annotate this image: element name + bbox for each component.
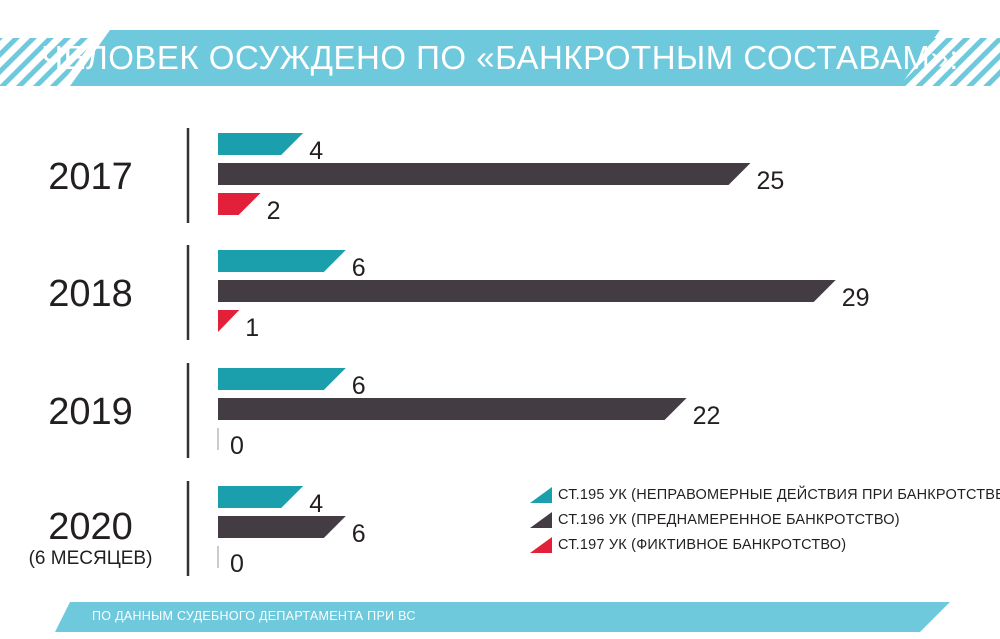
source-banner <box>55 602 950 632</box>
data-label: 22 <box>693 402 721 430</box>
legend-label-art197: СТ.197 УК (ФИКТИВНОЕ БАНКРОТСТВО) <box>558 536 847 553</box>
bar <box>218 193 261 215</box>
legend-swatch-icon <box>530 486 552 503</box>
year-label: 2017 <box>48 156 133 198</box>
legend-swatch-icon <box>530 536 552 553</box>
source-note: ПО ДАННЫМ СУДЕБНОГО ДЕПАРТАМЕНТА ПРИ ВС <box>92 609 416 623</box>
year-label: 2018 <box>48 273 133 315</box>
year-note: (6 МЕСЯЦЕВ) <box>28 548 153 569</box>
legend-label-art196: СТ.196 УК (ПРЕДНАМЕРЕННОЕ БАНКРОТСТВО) <box>558 511 900 528</box>
chart-title: ЧЕЛОВЕК ОСУЖДЕНО ПО «БАНКРОТНЫМ СОСТАВАМ… <box>41 39 959 76</box>
legend-item-art196: СТ.196 УК (ПРЕДНАМЕРЕННОЕ БАНКРОТСТВО) <box>530 507 1000 532</box>
year-label: 2019 <box>48 391 133 433</box>
bar-chart: 4 25 2 6 29 1 6 22 0 4 6 0 <box>186 128 870 578</box>
legend-swatch-icon <box>530 511 552 528</box>
data-label: 2 <box>267 197 281 225</box>
data-label: 4 <box>309 490 323 518</box>
data-label: 6 <box>352 520 366 548</box>
data-label: 1 <box>245 314 259 342</box>
bar <box>218 398 687 420</box>
data-label: 25 <box>757 167 785 195</box>
data-label: 4 <box>309 137 323 165</box>
bar <box>218 516 346 538</box>
bar <box>218 486 304 508</box>
data-label: 6 <box>352 372 366 400</box>
data-label: 29 <box>842 284 870 312</box>
year-label: 2020 <box>48 506 133 548</box>
bar <box>218 250 346 272</box>
bar <box>218 133 304 155</box>
bar <box>218 368 346 390</box>
legend: СТ.195 УК (НЕПРАВОМЕРНЫЕ ДЕЙСТВИЯ ПРИ БА… <box>530 482 1000 557</box>
bar <box>218 310 240 332</box>
legend-item-art195: СТ.195 УК (НЕПРАВОМЕРНЫЕ ДЕЙСТВИЯ ПРИ БА… <box>530 482 1000 507</box>
legend-item-art197: СТ.197 УК (ФИКТИВНОЕ БАНКРОТСТВО) <box>530 532 1000 557</box>
legend-label-art195: СТ.195 УК (НЕПРАВОМЕРНЫЕ ДЕЙСТВИЯ ПРИ БА… <box>558 486 1000 503</box>
bar <box>218 280 836 302</box>
data-label: 0 <box>230 432 244 460</box>
data-label: 0 <box>230 550 244 578</box>
data-label: 6 <box>352 254 366 282</box>
bar <box>218 163 751 185</box>
title-banner <box>0 30 1000 86</box>
